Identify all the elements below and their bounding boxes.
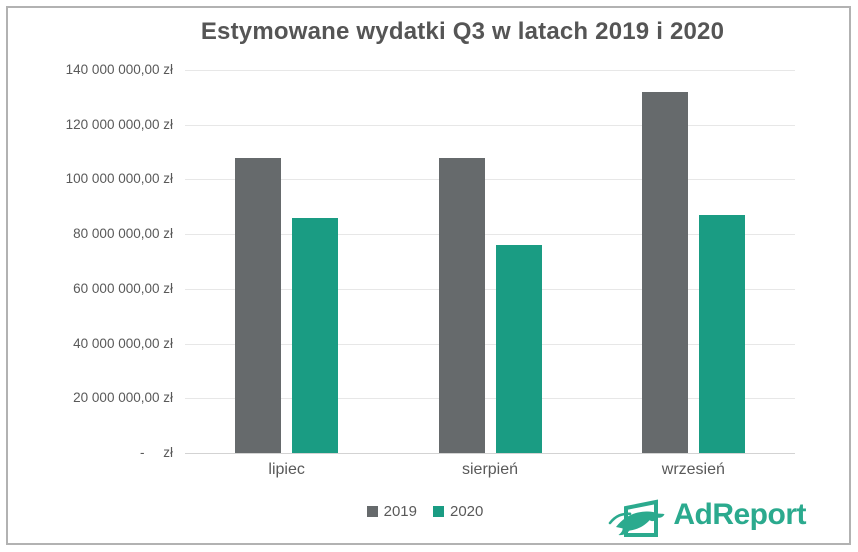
- gridline: [185, 343, 795, 345]
- adreport-cheetah-icon: [609, 499, 665, 537]
- legend-label-2020: 2020: [450, 502, 484, 520]
- legend-item-2019: 2019: [366, 502, 417, 520]
- y-tick-label: 40 000 000,00 zł: [73, 335, 173, 351]
- gridline: [185, 179, 795, 181]
- x-label-sierpień: sierpień: [461, 461, 519, 478]
- x-label-lipiec: lipiec: [268, 461, 305, 478]
- legend-label-2019: 2019: [383, 502, 417, 520]
- gridline: [185, 234, 795, 236]
- x-axis-labels: lipiec sierpień wrzesień: [185, 461, 795, 483]
- gridline: [185, 398, 795, 400]
- gridline: [185, 124, 795, 126]
- y-tick-label: 80 000 000,00 zł: [73, 226, 173, 242]
- plot-area: [185, 70, 795, 454]
- bar-2020-sierpień: [495, 245, 542, 453]
- y-tick-label: 100 000 000,00 zł: [65, 171, 173, 187]
- legend-swatch-2020: [433, 505, 444, 517]
- y-axis-tick-labels: 140 000 000,00 zł 120 000 000,00 zł 100 00…: [0, 62, 173, 460]
- legend-item-2020: 2020: [433, 503, 483, 520]
- legend-swatch-2019: [366, 505, 378, 517]
- bar-2019-wrzesień: [641, 91, 688, 453]
- gridline: [185, 70, 795, 71]
- bar-2019-sierpień: [438, 157, 485, 453]
- bar-2019-lipiec: [235, 157, 282, 453]
- y-tick-label: 140 000 000,00 zł: [65, 62, 173, 77]
- y-tick-label: 60 000 000,00 zł: [73, 280, 173, 296]
- x-axis-line: [185, 453, 795, 454]
- bar-2020-lipiec: [292, 217, 339, 453]
- bar-2020-wrzesień: [698, 215, 745, 453]
- y-tick-label: - zł: [140, 445, 173, 460]
- adreport-logo: AdReport: [608, 489, 806, 541]
- chart-title: Estymowane wydatki Q3 w latach 2019 i 20…: [200, 18, 725, 45]
- x-label-wrzesień: wrzesień: [661, 461, 725, 478]
- y-tick-label: 20 000 000,00 zł: [73, 390, 173, 406]
- legend: 2019 2020: [55, 500, 795, 522]
- gridline: [185, 288, 795, 290]
- adreport-logo-text: AdReport: [673, 498, 806, 531]
- y-tick-label: 120 000 000,00 zł: [65, 116, 173, 132]
